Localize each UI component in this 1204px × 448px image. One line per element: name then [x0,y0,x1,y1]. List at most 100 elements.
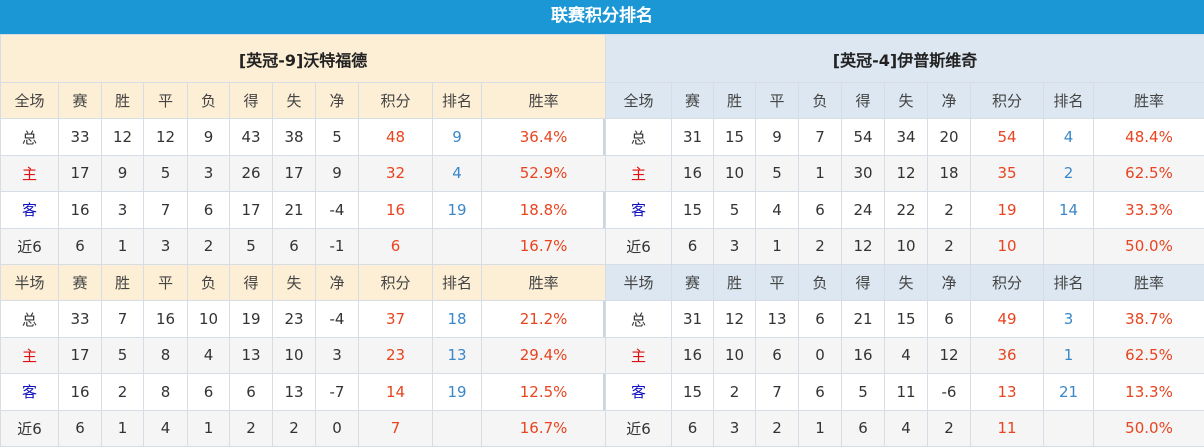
cell: -4 [315,300,359,338]
row-label: 总 [0,300,59,338]
cell: 10 [884,227,928,265]
table-row: 近6 6 1 3 2 5 6 -1 6 16.7% [0,227,607,265]
header-row-full: 全场赛胜平负得失净积分 排名 胜率 [0,81,607,120]
column-header: 积分 [970,263,1044,302]
cell: 15 [671,373,714,411]
cell: 10 [187,300,230,338]
column-header: 赛 [58,263,102,302]
cell: 62.5% [1093,336,1204,375]
row-label: 客 [605,373,672,411]
cell: 16 [671,336,714,375]
cell: 9 [101,154,144,193]
column-header: 赛 [671,263,714,302]
table-row: 主 16 10 6 0 16 4 12 36 1 62.5% [605,336,1204,375]
column-header: 胜率 [480,263,607,302]
cell: 1 [1043,336,1094,375]
cell: 6 [927,300,971,338]
cell: 19 [229,300,273,338]
cell: 2 [101,373,144,411]
cell: 6 [272,227,316,265]
column-header: 负 [187,263,230,302]
cell: 1 [101,409,144,447]
column-header: 胜率 [1093,263,1204,302]
cell: 3 [187,154,230,193]
header-row-half: 半场赛胜平负得失净积分 排名 胜率 [0,263,607,302]
row-label: 主 [0,336,59,375]
table-row: 客 15 5 4 6 24 22 2 19 14 33.3% [605,191,1204,229]
cell: 13.3% [1093,373,1204,411]
cell: 23 [358,336,433,375]
row-label: 总 [605,300,672,338]
table-row: 总 31 12 13 6 21 15 6 49 3 38.7% [605,300,1204,338]
column-header: 积分 [358,263,433,302]
section-label: 全场 [0,81,59,120]
cell: 21 [272,191,316,229]
cell: 17 [58,154,102,193]
cell: 6 [229,373,273,411]
cell: 30 [841,154,885,193]
team-name: [英冠-9]沃特福德 [0,34,607,83]
standings-table: [英冠-9]沃特福德 全场赛胜平负得失净积分 排名 胜率总 33 12 12 9 43 38 5 48… [0,34,607,447]
cell: 4 [884,336,928,375]
table-row: 客 15 2 7 6 5 11 -6 13 21 13.3% [605,373,1204,411]
cell: 13 [432,336,482,375]
cell [1043,409,1094,447]
standings-container: [英冠-9]沃特福德 全场赛胜平负得失净积分 排名 胜率总 33 12 12 9 43 38 5 48… [0,34,1204,447]
cell: 14 [1043,191,1094,229]
cell: 8 [143,373,188,411]
cell: 16 [671,154,714,193]
cell: -4 [315,191,359,229]
cell: 12 [884,154,928,193]
cell: 2 [1043,154,1094,193]
column-header: 净 [315,263,359,302]
cell: -6 [927,373,971,411]
cell: 62.5% [1093,154,1204,193]
cell: 5 [755,154,799,193]
cell: 6 [798,373,842,411]
column-header: 排名 [432,81,482,120]
cell: 33 [58,118,102,156]
cell: -7 [315,373,359,411]
cell: 20 [927,118,971,156]
table-row: 总 33 12 12 9 43 38 5 48 9 36.4% [0,118,607,156]
section-label: 半场 [605,263,672,302]
cell: 35 [970,154,1044,193]
cell: 34 [884,118,928,156]
cell: 2 [272,409,316,447]
column-header: 排名 [1043,263,1094,302]
cell: 6 [671,227,714,265]
cell: 2 [927,191,971,229]
column-header: 得 [229,263,273,302]
cell: 0 [315,409,359,447]
table-row: 主 17 9 5 3 26 17 9 32 4 52.9% [0,154,607,193]
table-row: 近6 6 1 4 1 2 2 0 7 16.7% [0,409,607,447]
table-row: 客 16 3 7 6 17 21 -4 16 19 18.8% [0,191,607,229]
table-row: 客 16 2 8 6 6 13 -7 14 19 12.5% [0,373,607,411]
cell: 21 [1043,373,1094,411]
cell: 16 [143,300,188,338]
cell: 11 [884,373,928,411]
cell: 2 [755,409,799,447]
cell: 3 [1043,300,1094,338]
cell: 5 [315,118,359,156]
cell: 1 [101,227,144,265]
cell: 17 [58,336,102,375]
row-label: 主 [0,154,59,193]
cell: 18.8% [480,191,607,229]
column-header: 胜 [101,263,144,302]
cell: 9 [755,118,799,156]
column-header: 负 [187,81,230,120]
cell: 4 [187,336,230,375]
cell: 43 [229,118,273,156]
column-header: 积分 [358,81,433,120]
cell: 17 [229,191,273,229]
cell: 36 [970,336,1044,375]
row-label: 近6 [0,227,59,265]
cell: 4 [884,409,928,447]
cell: 1 [755,227,799,265]
cell: 33.3% [1093,191,1204,229]
column-header: 失 [272,81,316,120]
cell: 12 [101,118,144,156]
section-label: 半场 [0,263,59,302]
column-header: 积分 [970,81,1044,120]
